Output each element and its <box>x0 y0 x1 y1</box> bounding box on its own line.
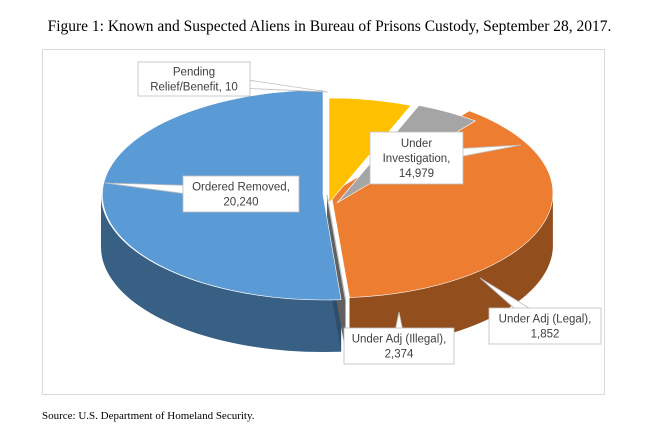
pie-side-ordered-removed <box>101 195 342 352</box>
callout-under-adj-illegal: Under Adj (Illegal), 2,374 <box>343 311 455 365</box>
callout-under-adj-legal: Under Adj (Legal), 1,852 <box>479 277 602 345</box>
callout-pending-relief-benefit: Pending Relief/Benefit, 10 <box>137 61 329 97</box>
pie-chart: Ordered Removed, 20,240 Pending Relief/Bene… <box>101 61 602 365</box>
callout-box <box>369 131 464 185</box>
callout-text: Pending <box>173 67 215 79</box>
figure-source: Source: U.S. Department of Homeland Secu… <box>42 410 255 422</box>
callout-text: Under Adj (Legal), <box>499 314 592 326</box>
chart-area: Ordered Removed, 20,240 Pending Relief/Bene… <box>42 49 605 395</box>
pie-tops <box>102 89 554 301</box>
callout-text: 14,979 <box>399 168 434 180</box>
callout-box <box>137 61 251 97</box>
callout-text: Investigation, <box>383 153 451 165</box>
callout-text: Under Adj (Illegal), <box>352 334 447 346</box>
callout-box <box>182 175 300 213</box>
callout-text: Relief/Benefit, 10 <box>150 82 238 94</box>
callout-text: 1,852 <box>531 329 560 341</box>
pie-slice-pending-relief-benefit <box>326 194 347 300</box>
callout-box <box>343 327 455 365</box>
callout-text: 20,240 <box>223 197 258 209</box>
callout-ordered-removed: Ordered Removed, 20,240 <box>104 175 300 213</box>
callout-box <box>488 307 602 345</box>
callout-text: 2,374 <box>385 349 414 361</box>
callout-text: Ordered Removed, <box>192 182 290 194</box>
callout-text: Under <box>401 138 432 150</box>
pie-slice-under-investigation <box>330 110 554 298</box>
pie-callouts: Ordered Removed, 20,240 Pending Relief/Bene… <box>104 61 602 365</box>
figure-title: Figure 1: Known and Suspected Aliens in … <box>47 18 612 35</box>
callout-under-investigation: Under Investigation, 14,979 <box>369 131 522 185</box>
